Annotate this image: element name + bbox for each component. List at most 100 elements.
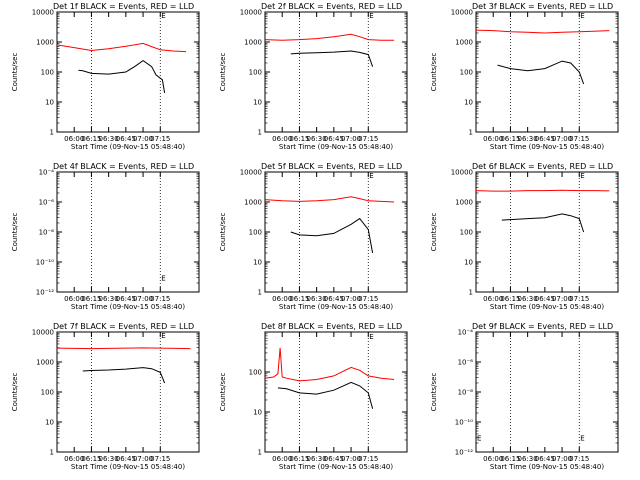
- y-tick-label: 10⁻⁶: [458, 359, 474, 367]
- chart-panel-7: Det 7f BLACK = Events, RED = LLD 1 10 100 10…: [11, 322, 200, 471]
- x-tick-label: 06:00: [64, 455, 84, 463]
- plot-frame: [264, 11, 408, 133]
- y-tick-label: 1: [469, 289, 473, 297]
- chart-panel-2: Det 2f BLACK = Events, RED = LLD 1 10 100 10…: [219, 2, 408, 151]
- series-line-events: [82, 367, 166, 384]
- x-tick-label: 06:30: [518, 135, 538, 143]
- series-line-events: [290, 217, 374, 254]
- chart-panel-6: Det 6f BLACK = Events, RED = LLD 1 10 100 10…: [430, 162, 619, 311]
- x-tick-label: 07:15: [358, 455, 378, 463]
- x-tick-label: 06:30: [99, 455, 119, 463]
- y-tick-label: 10000: [451, 9, 473, 17]
- y-tick-label: 100: [460, 69, 473, 77]
- chart-panel-1: Det 1f BLACK = Events, RED = LLD 1 10 100 10…: [11, 2, 200, 151]
- event-marker: E: [161, 12, 165, 20]
- y-tick-label: 10⁻¹⁰: [36, 259, 54, 267]
- x-axis-label: Start Time (09-Nov-15 05:48:40): [279, 303, 393, 311]
- y-axis-label: Counts/sec: [11, 213, 19, 252]
- y-tick-label: 100: [460, 229, 473, 237]
- x-tick-label: 07:15: [569, 455, 589, 463]
- y-tick-label: 10⁻¹²: [36, 289, 54, 297]
- chart-panel-3: Det 3f BLACK = Events, RED = LLD 1 10 100 10…: [430, 2, 619, 151]
- series-line-lld: [475, 29, 610, 34]
- y-tick-label: 10000: [240, 169, 262, 177]
- chart-title: Det 7f BLACK = Events, RED = LLD: [53, 322, 194, 331]
- chart-title: Det 2f BLACK = Events, RED = LLD: [261, 2, 402, 11]
- x-tick-label: 07:15: [150, 135, 170, 143]
- x-tick-label: 06:45: [324, 295, 344, 303]
- x-tick-label: 07:00: [552, 295, 572, 303]
- x-tick-label: 06:00: [272, 295, 292, 303]
- plot-frame: [475, 11, 619, 133]
- x-tick-label: 06:00: [64, 135, 84, 143]
- x-tick-label: 06:45: [116, 135, 136, 143]
- event-marker: E: [580, 435, 584, 443]
- plot-frame: [56, 11, 200, 133]
- x-tick-label: 06:30: [307, 295, 327, 303]
- x-tick-label: 06:15: [289, 295, 309, 303]
- y-tick-label: 1: [469, 129, 473, 137]
- x-axis-label: Start Time (09-Nov-15 05:48:40): [490, 143, 604, 151]
- chart-title: Det 1f BLACK = Events, RED = LLD: [53, 2, 194, 11]
- x-axis-label: Start Time (09-Nov-15 05:48:40): [279, 463, 393, 471]
- x-tick-label: 06:45: [535, 455, 555, 463]
- y-axis-label: Counts/sec: [219, 213, 227, 252]
- x-tick-label: 06:30: [518, 455, 538, 463]
- y-tick-label: 100: [41, 389, 54, 397]
- y-tick-label: 1000: [455, 199, 473, 207]
- y-tick-label: 10: [464, 259, 473, 267]
- chart-title: Det 8f BLACK = Events, RED = LLD: [261, 322, 402, 331]
- y-tick-label: 100: [249, 69, 262, 77]
- series-line-lld: [56, 42, 187, 53]
- y-tick-label: 1: [50, 129, 54, 137]
- y-tick-label: 10000: [451, 169, 473, 177]
- x-tick-label: 07:00: [341, 135, 361, 143]
- x-tick-label: 07:00: [552, 135, 572, 143]
- y-tick-label: 10000: [32, 329, 54, 337]
- x-tick-label: 06:00: [483, 295, 503, 303]
- x-tick-label: 06:15: [500, 295, 520, 303]
- x-tick-label: 07:00: [341, 295, 361, 303]
- x-tick-label: 06:15: [500, 135, 520, 143]
- y-tick-label: 100: [41, 69, 54, 77]
- y-axis-label: Counts/sec: [430, 373, 438, 412]
- y-tick-label: 10: [45, 419, 54, 427]
- y-tick-label: 10000: [32, 9, 54, 17]
- y-tick-label: 10: [464, 99, 473, 107]
- y-tick-label: 1000: [244, 199, 262, 207]
- y-tick-label: 1: [50, 449, 54, 457]
- x-tick-label: 06:45: [324, 135, 344, 143]
- x-tick-label: 07:15: [358, 295, 378, 303]
- chart-title: Det 9f BLACK = Events, RED = LLD: [472, 322, 613, 331]
- y-axis-label: Counts/sec: [430, 213, 438, 252]
- y-tick-label: 10⁻⁸: [458, 389, 474, 397]
- chart-panel-9: Det 9f BLACK = Events, RED = LLD 10⁻¹² 10⁻…: [430, 322, 619, 471]
- series-line-events: [290, 50, 374, 67]
- event-marker: E: [580, 172, 584, 180]
- y-tick-label: 10: [45, 99, 54, 107]
- x-tick-label: 06:30: [518, 295, 538, 303]
- x-tick-label: 06:15: [289, 455, 309, 463]
- x-tick-label: 07:15: [569, 135, 589, 143]
- series-line-lld: [264, 33, 395, 41]
- y-tick-label: 1: [258, 129, 262, 137]
- event-marker: E: [477, 435, 481, 443]
- x-tick-label: 06:45: [116, 295, 136, 303]
- x-axis-label: Start Time (09-Nov-15 05:48:40): [71, 303, 185, 311]
- y-tick-label: 10: [253, 259, 262, 267]
- x-tick-label: 06:15: [289, 135, 309, 143]
- event-marker: E: [369, 12, 373, 20]
- x-axis-label: Start Time (09-Nov-15 05:48:40): [279, 143, 393, 151]
- y-tick-label: 1000: [244, 39, 262, 47]
- series-line-events: [497, 60, 585, 85]
- y-tick-label: 100: [249, 229, 262, 237]
- x-axis-label: Start Time (09-Nov-15 05:48:40): [490, 463, 604, 471]
- y-axis-label: Counts/sec: [11, 53, 19, 92]
- x-axis-label: Start Time (09-Nov-15 05:48:40): [490, 303, 604, 311]
- x-tick-label: 07:00: [341, 455, 361, 463]
- event-marker: E: [161, 275, 165, 283]
- y-tick-label: 10000: [240, 9, 262, 17]
- event-marker: E: [369, 333, 373, 341]
- plot-frame: [56, 331, 200, 453]
